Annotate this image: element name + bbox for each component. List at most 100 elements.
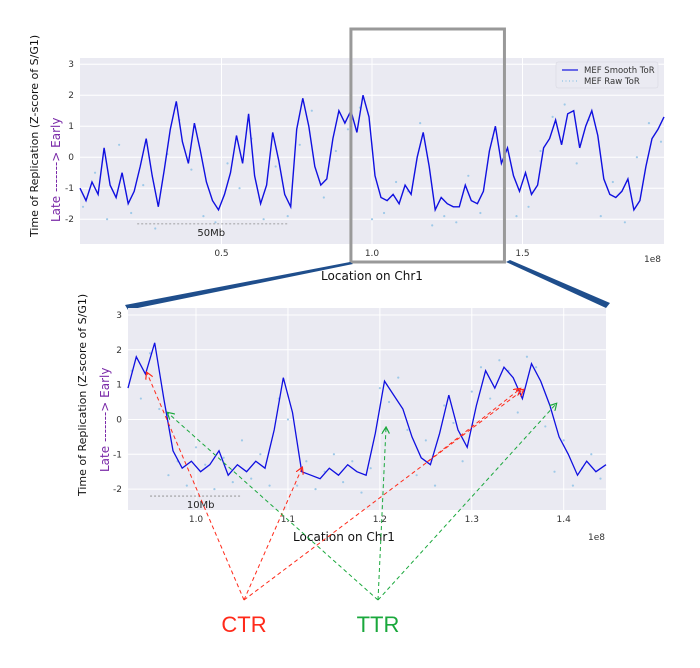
top-raw-point-15 [262,218,265,221]
bottom-x-offset-text: 1e8 [588,533,605,543]
top-raw-point-36 [515,215,518,218]
bottom-arrow-text: -------> [98,398,112,446]
ttr-label: TTR [357,612,400,637]
bottom-y-tick-5: 3 [116,311,122,321]
top-y-tick-1: -1 [65,184,74,194]
top-raw-point-24 [370,218,374,221]
top-raw-point-48 [659,140,663,143]
top-x-tick-2: 1.5 [515,249,529,259]
top-raw-point-46 [635,156,639,159]
bottom-raw-point-32 [424,439,427,442]
bottom-raw-point-9 [213,488,216,491]
top-raw-point-12 [226,162,229,165]
bottom-raw-point-44 [535,366,538,369]
bottom-scale-bar: 10Mb [150,495,242,511]
top-raw-point-43 [599,215,602,218]
bottom-raw-point-24 [351,460,354,463]
top-early-text: Early [49,118,63,148]
bottom-x-axis-label: Location on Chr1 [293,530,395,544]
top-raw-point-28 [419,122,422,125]
top-raw-point-3 [118,143,121,146]
legend-raw-label: MEF Raw ToR [584,77,640,87]
top-raw-point-47 [647,122,651,125]
bottom-smooth-tor-line [127,342,607,480]
top-x-tick-labels: 0.5 1.0 1.5 [214,249,529,259]
top-raw-point-10 [202,215,205,218]
top-raw-point-2 [105,218,109,221]
bottom-raw-tor-points [130,352,602,494]
bottom-raw-point-31 [415,474,418,477]
zoom-connectors [125,260,610,310]
zoom-connector-right [506,260,610,308]
bottom-x-tick-0: 1.0 [189,515,204,525]
top-legend-box [555,61,659,89]
bottom-raw-point-4 [167,474,170,477]
bottom-raw-point-27 [378,387,381,390]
ctr-arrow-2 [243,468,302,601]
bottom-plot-area [128,308,606,510]
bottom-raw-point-25 [360,491,363,494]
ttr-arrow-1 [168,413,379,601]
bottom-y-tick-2: 0 [116,415,122,425]
top-scale-bar: 50Mb [137,223,288,239]
bottom-raw-point-34 [443,404,446,407]
bottom-raw-point-36 [461,460,464,463]
top-raw-point-18 [298,143,301,146]
ttr-arrow-2 [377,428,386,601]
bottom-raw-point-37 [470,390,473,393]
bottom-raw-point-22 [332,453,336,456]
top-y-tick-2: 0 [68,153,74,163]
ttr-arrows [168,404,556,601]
bottom-raw-point-18 [296,484,299,487]
top-x-tick-1: 1.0 [365,249,380,259]
top-raw-point-22 [346,128,350,131]
top-raw-point-1 [93,171,97,174]
top-y-tick-5: 3 [68,60,74,70]
bottom-y-tick-0: -2 [113,485,122,495]
top-late-text: Late [49,196,63,222]
bottom-raw-point-7 [194,446,198,449]
top-raw-point-37 [527,205,530,208]
top-raw-point-25 [382,211,386,215]
top-raw-point-19 [310,109,313,112]
top-arrow-text: -------> [49,148,63,196]
ctr-arrows [147,373,523,601]
top-raw-point-4 [130,211,133,215]
bottom-late-early-label: Late -------> Early [98,368,112,472]
bottom-raw-point-46 [553,470,556,473]
bottom-y-axis-label: Time of Replication (Z-score of S/G1) [76,294,89,497]
bottom-x-tick-3: 1.3 [465,515,479,525]
top-raw-point-41 [575,162,578,165]
bottom-x-tick-2: 1.2 [373,515,387,525]
top-raw-point-5 [142,184,145,187]
bottom-raw-point-28 [387,400,391,404]
bottom-raw-point-35 [452,421,455,425]
top-y-tick-3: 1 [68,122,74,132]
bottom-y-tick-4: 2 [116,346,122,356]
top-raw-point-11 [214,221,217,224]
top-raw-point-16 [274,165,277,168]
top-raw-point-32 [467,174,470,177]
bottom-raw-point-3 [158,407,161,411]
top-gridlines [80,58,664,244]
bottom-raw-point-17 [286,418,290,421]
bottom-raw-point-51 [599,477,602,480]
bottom-raw-point-10 [222,456,225,459]
top-smooth-tor-line [79,95,665,213]
top-raw-tor-points [81,103,663,230]
top-raw-point-20 [322,196,325,199]
legend-smooth-label: MEF Smooth ToR [584,66,655,76]
top-raw-point-13 [238,187,241,190]
bottom-raw-point-47 [562,439,565,442]
zoom-connector-left [125,262,353,310]
top-raw-point-9 [190,168,193,171]
bottom-y-tick-1: -1 [113,450,122,460]
bottom-raw-point-40 [498,359,501,362]
top-raw-point-39 [551,115,554,118]
top-y-tick-4: 2 [68,91,74,101]
ctr-arrow-1 [147,373,245,601]
bottom-raw-point-1 [139,397,142,400]
bottom-raw-point-30 [406,428,409,431]
top-raw-point-45 [623,221,626,224]
bottom-raw-point-11 [231,481,234,484]
